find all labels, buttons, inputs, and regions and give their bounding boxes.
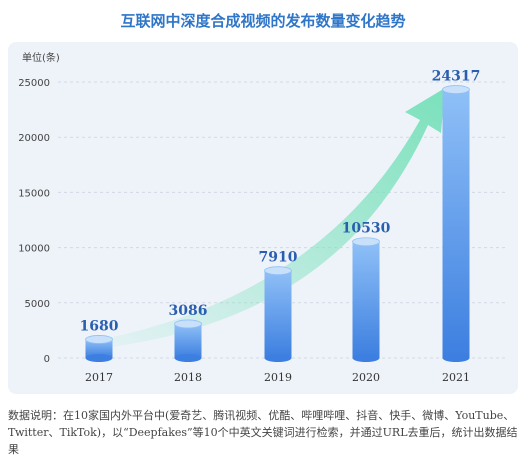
bar xyxy=(352,237,380,362)
bar-body xyxy=(352,241,380,358)
chart-title: 互联网中深度合成视频的发布数量变化趋势 xyxy=(120,12,406,30)
bar-cap xyxy=(174,319,202,329)
data-note: 数据说明：在10家国内外平台中(爱奇艺、腾讯视频、优酷、哔哩哔哩、抖音、快手、微… xyxy=(8,409,518,456)
bar-base xyxy=(174,354,202,362)
bar xyxy=(85,335,113,362)
bar xyxy=(264,266,292,362)
x-axis-ticks: 2017 2018 2019 2020 2021 xyxy=(85,371,470,384)
bar xyxy=(442,85,470,362)
value-label: 10530 xyxy=(342,221,391,237)
y-axis-ticks: 0 5000 10000 15000 20000 25000 xyxy=(18,78,50,365)
y-axis-unit-label: 单位(条) xyxy=(22,51,60,64)
x-tick-label: 2021 xyxy=(442,371,470,384)
y-tick-label: 20000 xyxy=(18,133,50,144)
y-tick-label: 0 xyxy=(44,354,50,365)
y-tick-label: 25000 xyxy=(18,78,50,89)
bar-cap xyxy=(264,266,292,276)
bar-base xyxy=(85,354,113,362)
bar-body xyxy=(85,339,113,358)
x-tick-label: 2020 xyxy=(352,371,380,384)
value-labels: 1680 3086 7910 10530 24317 xyxy=(80,69,481,335)
bar-base xyxy=(352,354,380,362)
bar-cap xyxy=(352,237,380,247)
bar xyxy=(174,319,202,362)
value-label: 1680 xyxy=(80,318,119,334)
x-tick-label: 2019 xyxy=(264,371,292,384)
x-tick-label: 2017 xyxy=(85,371,113,384)
bar-body xyxy=(264,270,292,358)
y-tick-label: 10000 xyxy=(18,244,50,255)
bar-cap xyxy=(85,335,113,344)
bar-base xyxy=(264,354,292,362)
y-tick-label: 5000 xyxy=(25,299,50,310)
bars xyxy=(85,85,470,362)
bar-base xyxy=(442,354,470,362)
x-tick-label: 2018 xyxy=(174,371,202,384)
value-label: 24317 xyxy=(432,69,481,85)
y-tick-label: 15000 xyxy=(18,188,50,199)
bar-chart: 单位(条) 0 5000 10000 15000 20000 25000 1680 3086… xyxy=(18,51,505,384)
bar-cap xyxy=(442,85,470,94)
bar-body xyxy=(174,323,202,358)
value-label: 7910 xyxy=(259,250,298,266)
bar-body xyxy=(442,89,470,359)
value-label: 3086 xyxy=(169,303,208,319)
